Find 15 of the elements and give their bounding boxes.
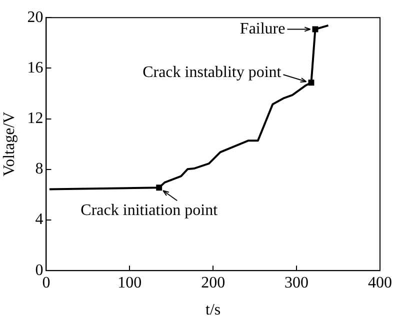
y-tick-label: 4 xyxy=(35,211,44,228)
y-tick-label: 16 xyxy=(27,59,44,76)
x-tick-label: 200 xyxy=(201,274,226,292)
y-tick-label: 0 xyxy=(35,262,44,279)
y-tick-label: 20 xyxy=(27,8,44,26)
annotation: Crack initiation point xyxy=(80,202,218,219)
x-axis-title: t/s xyxy=(206,302,221,319)
annotation: Crack instablity point xyxy=(142,64,282,81)
y-tick-label: 12 xyxy=(27,110,44,128)
x-tick-label: 100 xyxy=(118,274,142,292)
y-tick-label: 8 xyxy=(35,160,44,178)
annotation: Failure xyxy=(240,20,286,38)
x-tick-label: 300 xyxy=(284,274,309,292)
y-axis-title: Voltage/V xyxy=(0,111,18,176)
x-tick-label: 400 xyxy=(368,274,392,292)
